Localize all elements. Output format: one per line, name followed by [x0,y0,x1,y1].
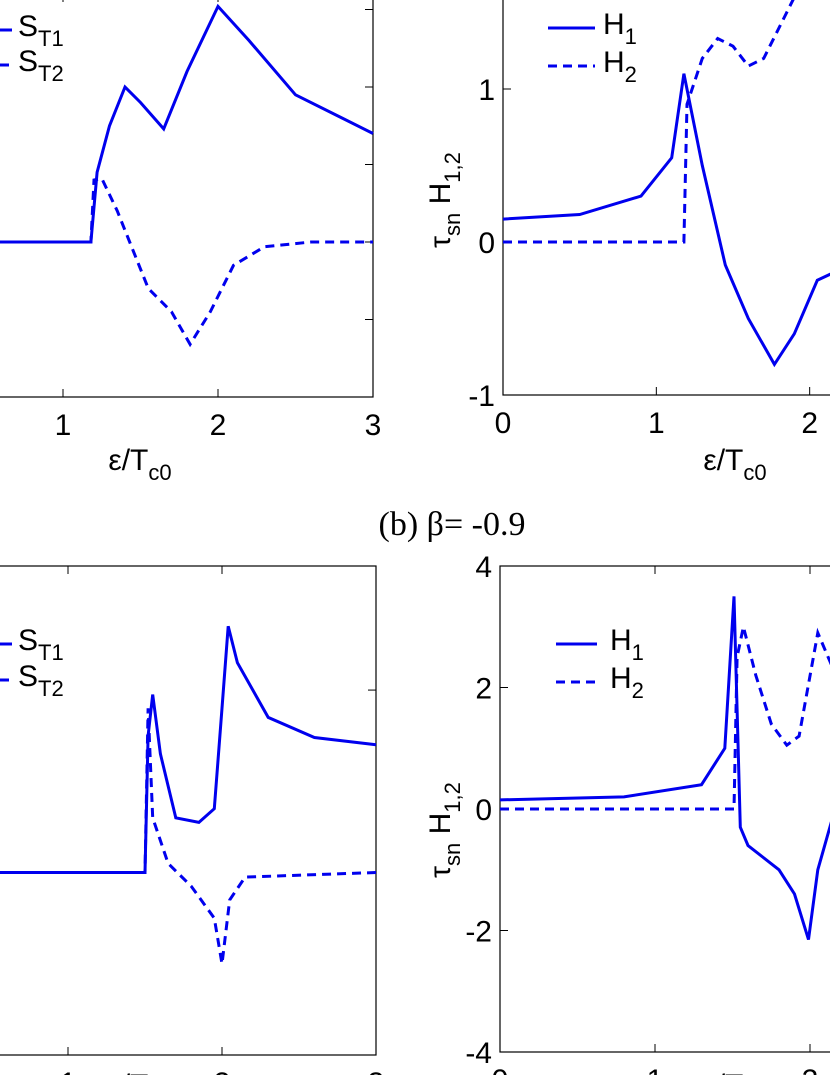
legend-label: H1​ [603,8,637,49]
y-tick-label: 1 [478,74,495,107]
legend-label: ST1​ [18,10,64,51]
x-axis-label: ε/Tc0​ [703,444,766,485]
legend-label: ST2​ [18,45,64,86]
y-axis-label: τsn​ H1,2​ [424,152,465,248]
series-line [502,73,830,368]
series-line [0,708,377,965]
y-tick-label: -1 [468,380,495,413]
x-tick-label: 2 [214,1067,231,1075]
x-tick-label: 1 [648,407,665,440]
x-tick-label: 0 [495,407,512,440]
x-tick-label: 2 [801,407,818,440]
x-tick-label: 3 [365,409,382,442]
plot-frame [0,0,374,398]
series-line [0,3,374,244]
legend-label: ST1​ [18,624,64,665]
x-axis-label: ε/Tc0​ [703,1069,766,1075]
series-line [0,176,373,348]
y-axis-label: τsn​ H1,2​ [424,782,465,878]
y-tick-label: 4 [475,551,492,584]
series-line [503,0,795,244]
x-tick-label: 2 [802,1064,819,1075]
y-tick-label: 0 [475,794,492,827]
series-line [0,625,377,874]
series-line [499,596,830,941]
legend-label: H1​ [610,624,644,665]
legend-label: H2​ [610,662,644,703]
legend-label: H2​ [603,46,637,87]
x-tick-label: 2 [210,409,227,442]
y-tick-label: -4 [465,1037,492,1070]
x-axis-label: ε/Tc0​ [108,1069,171,1075]
series-line [500,626,830,811]
x-tick-label: 1 [60,1067,77,1075]
y-tick-label: -2 [465,916,492,949]
y-tick-label: 0 [478,227,495,260]
caption: (b) β= -0.9 [379,506,526,543]
x-tick-label: 3 [368,1067,385,1075]
x-tick-label: 1 [55,409,72,442]
x-tick-label: 0 [492,1064,509,1075]
x-axis-label: ε/Tc0​ [108,444,171,485]
y-tick-label: 2 [475,673,492,706]
x-tick-label: 1 [647,1064,664,1075]
plot-frame [0,565,377,1056]
legend-label: ST2​ [18,660,64,701]
plot-frame [502,0,830,396]
